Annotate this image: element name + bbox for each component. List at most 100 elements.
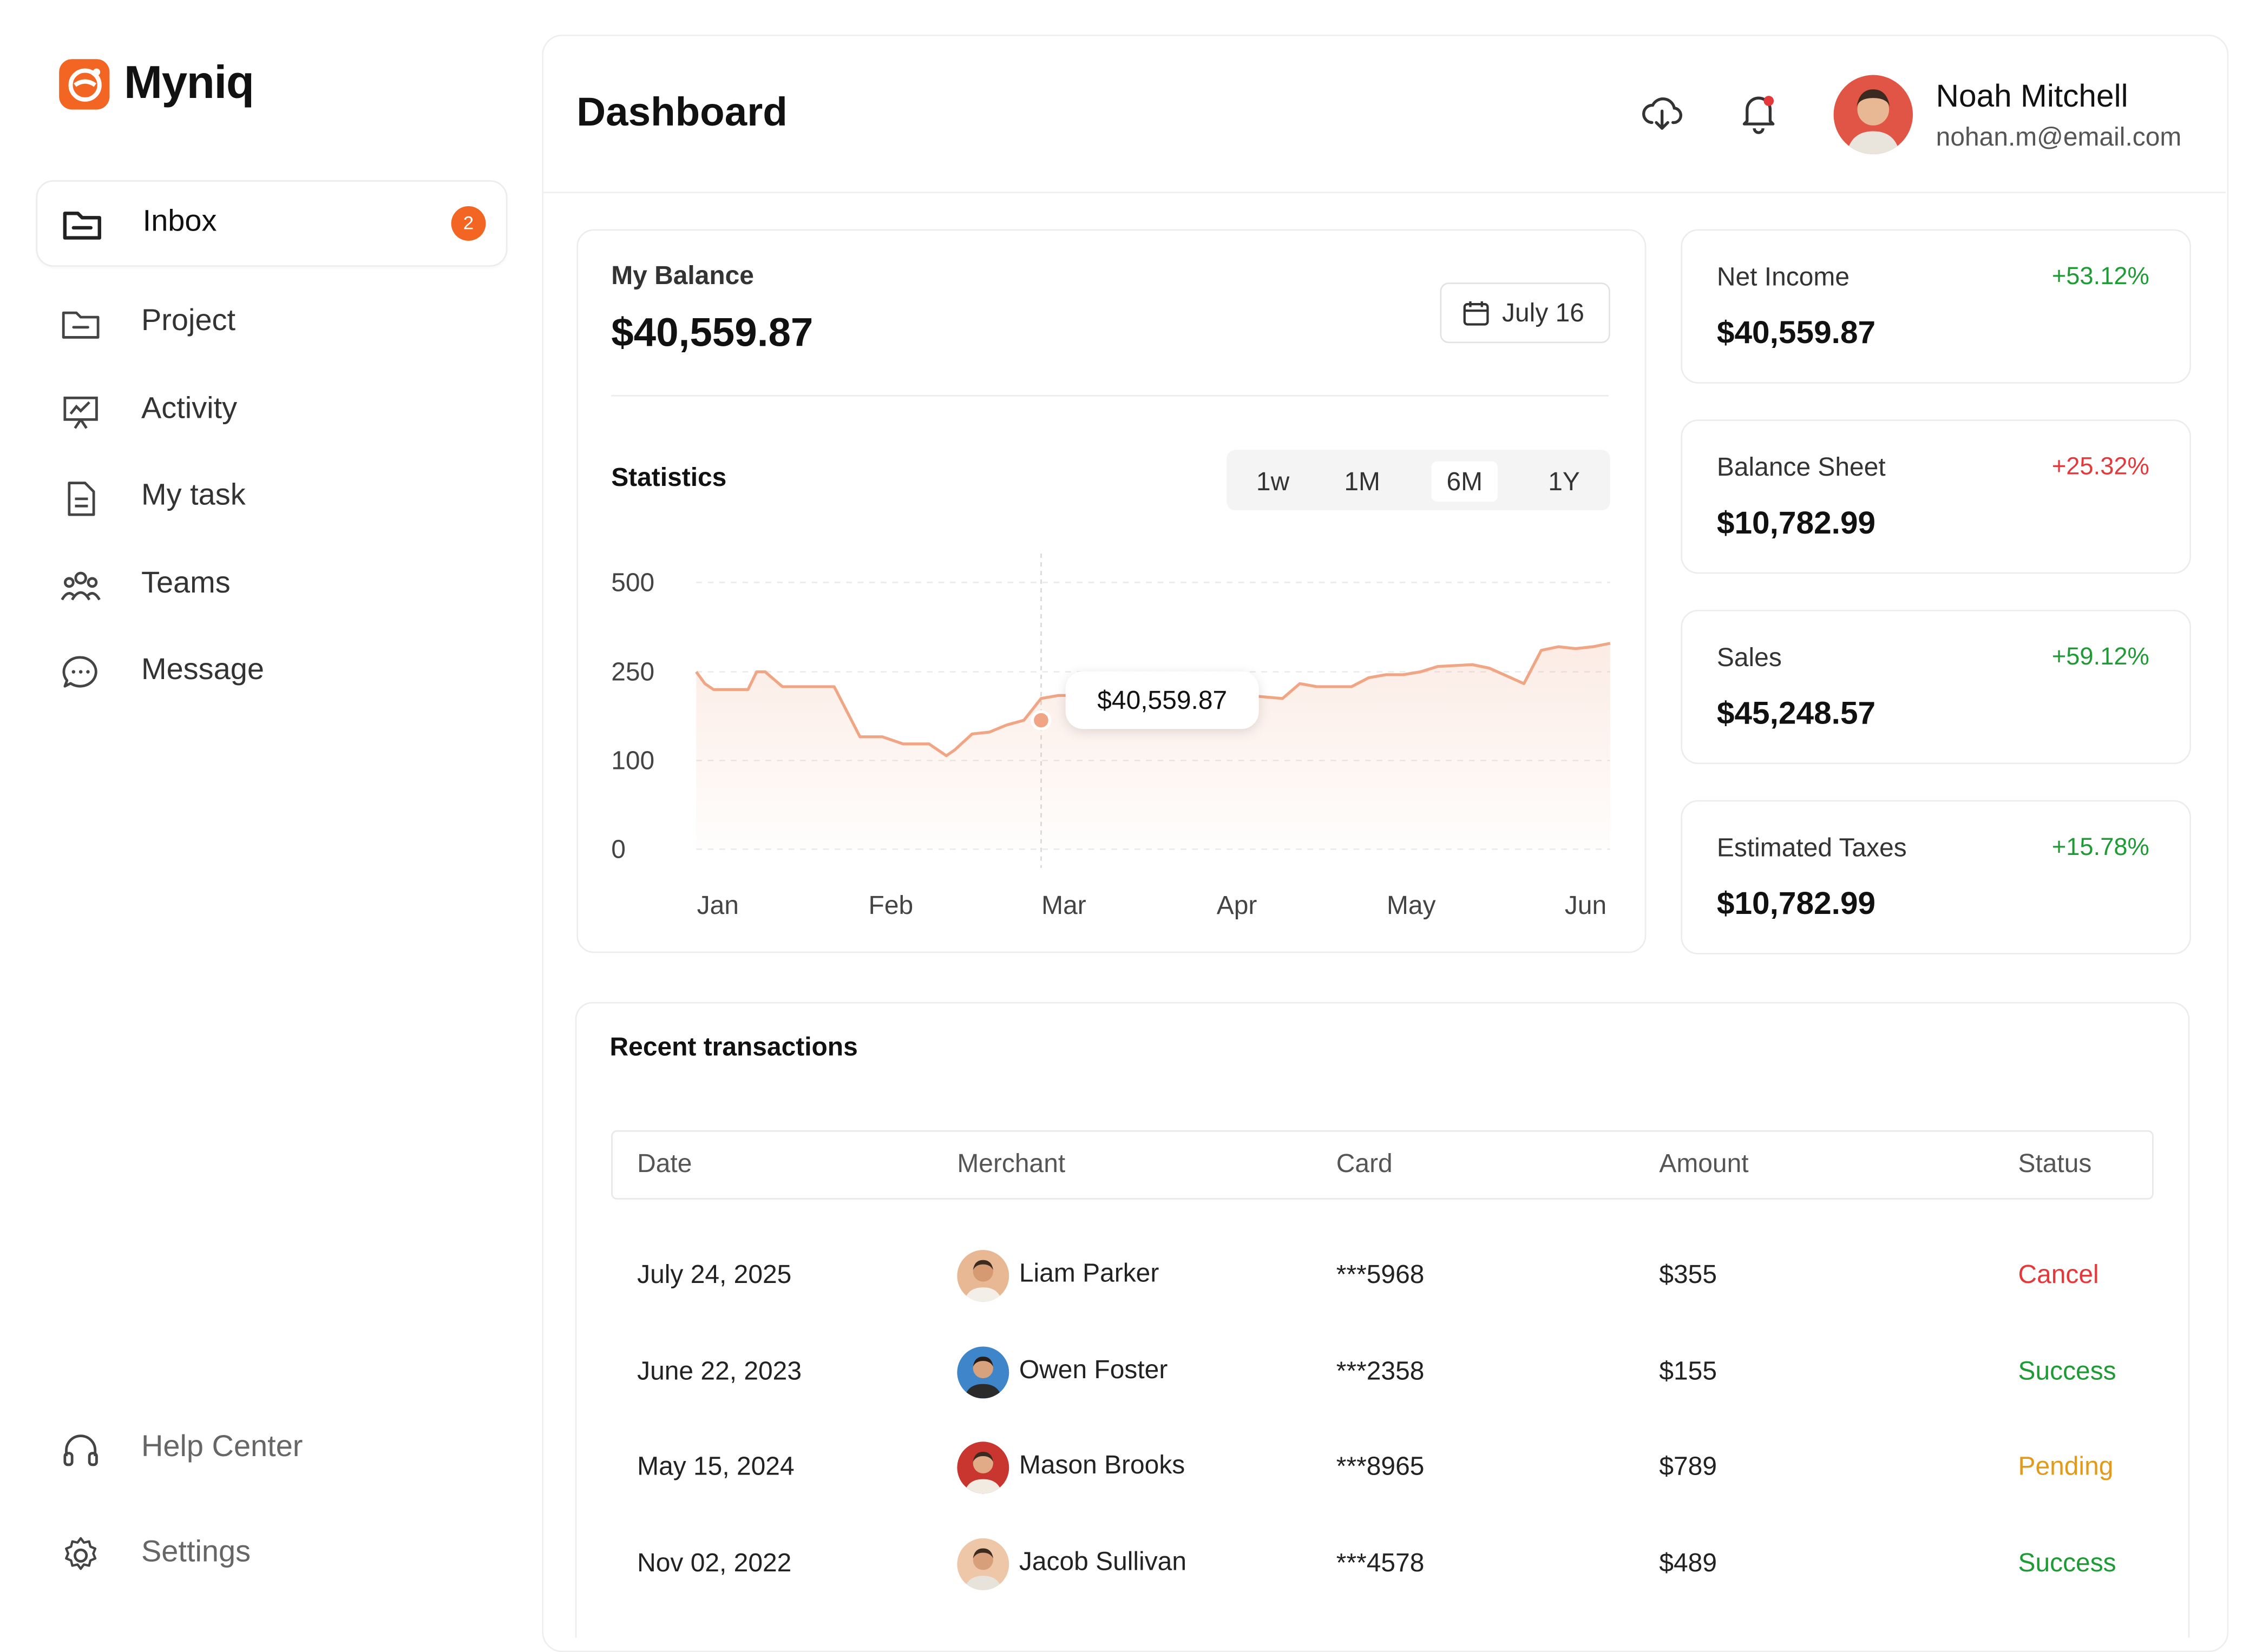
cell-date: June 22, 2023 — [637, 1357, 802, 1386]
card-divider — [611, 395, 1609, 397]
kpi-value: $45,248.57 — [1716, 695, 1876, 731]
cell-merchant: Mason Brooks — [1019, 1450, 1185, 1479]
cell-status: Pending — [2018, 1451, 2114, 1481]
range-option-1w[interactable]: 1w — [1256, 467, 1290, 496]
cell-amount: $789 — [1659, 1451, 1717, 1481]
kpi-label: Sales — [1716, 643, 1782, 672]
transactions-table-header: Date Merchant Card Amount Status — [611, 1130, 2154, 1200]
table-row[interactable]: May 15, 2024 Mason Brooks ***8965 $789 P… — [611, 1434, 2150, 1506]
sidebar-item-message[interactable]: Message — [36, 630, 505, 714]
column-header-merchant[interactable]: Merchant — [957, 1149, 1066, 1178]
range-option-1m[interactable]: 1M — [1344, 467, 1381, 496]
sidebar-item-project[interactable]: Project — [36, 281, 505, 365]
sidebar-item-activity[interactable]: Activity — [36, 369, 505, 453]
header-divider — [543, 192, 2226, 194]
sidebar-item-inbox[interactable]: Inbox 2 — [36, 180, 508, 267]
table-row[interactable]: July 24, 2025 Liam Parker ***5968 $355 C… — [611, 1243, 2150, 1315]
statistics-chart[interactable]: 500 250 100 0 Jan Feb Mar Apr May Jun $40,559.87 — [576, 534, 1643, 937]
transactions-title: Recent transactions — [609, 1032, 858, 1061]
folder-icon — [63, 212, 101, 240]
chart-tooltip-label: $40,559.87 — [1097, 686, 1227, 715]
kpi-change: +53.12% — [2051, 262, 2149, 290]
y-tick-label: 250 — [611, 658, 654, 687]
sidebar-item-help-center[interactable]: Help Center — [36, 1407, 505, 1491]
kpi-card-estimated-taxes: Estimated Taxes +15.78% $10,782.99 — [1681, 800, 2192, 955]
presentation-chart-icon — [63, 396, 98, 429]
calendar-icon — [1463, 301, 1489, 326]
x-tick-label: Mar — [1041, 891, 1086, 920]
x-tick-label: Apr — [1217, 891, 1257, 920]
x-tick-label: Feb — [869, 891, 914, 920]
column-header-status[interactable]: Status — [2018, 1149, 2092, 1178]
column-header-card[interactable]: Card — [1336, 1149, 1393, 1178]
cell-status: Cancel — [2018, 1260, 2099, 1289]
cell-date: July 24, 2025 — [637, 1260, 792, 1289]
x-tick-label: Jun — [1565, 891, 1606, 920]
kpi-card-balance-sheet: Balance Sheet +25.32% $10,782.99 — [1681, 419, 2192, 574]
cell-card: ***4578 — [1336, 1548, 1425, 1577]
table-row[interactable]: June 22, 2023 Owen Foster ***2358 $155 S… — [611, 1339, 2150, 1411]
document-icon — [68, 482, 95, 516]
user-name: Noah Mitchell — [1936, 77, 2128, 114]
cell-merchant: Owen Foster — [1019, 1355, 1168, 1384]
chart-area-fill — [696, 643, 1610, 850]
statistics-label: Statistics — [611, 463, 727, 492]
cell-date: May 15, 2024 — [637, 1451, 795, 1481]
cell-amount: $489 — [1659, 1548, 1717, 1577]
sidebar-item-label: Project — [141, 304, 236, 338]
table-row[interactable]: Nov 02, 2022 Jacob Sullivan ***4578 $489… — [611, 1531, 2150, 1603]
column-header-amount[interactable]: Amount — [1659, 1149, 1749, 1178]
kpi-change: +15.78% — [2051, 833, 2149, 861]
range-option-1y[interactable]: 1Y — [1548, 467, 1580, 496]
cell-date: Nov 02, 2022 — [637, 1548, 792, 1577]
cell-merchant: Liam Parker — [1019, 1258, 1159, 1288]
cloud-download-icon[interactable] — [1639, 91, 1685, 137]
folder-minus-icon — [62, 311, 100, 339]
kpi-label: Estimated Taxes — [1716, 833, 1907, 863]
user-avatar[interactable] — [1833, 75, 1913, 155]
cell-status: Success — [2018, 1548, 2116, 1577]
merchant-avatar — [957, 1346, 1009, 1399]
page-title: Dashboard — [576, 89, 788, 134]
sidebar-item-label: Activity — [141, 392, 238, 425]
balance-value: $40,559.87 — [611, 310, 814, 355]
sidebar-item-label: Message — [141, 653, 264, 687]
sidebar-item-label: My task — [141, 478, 246, 512]
kpi-card-sales: Sales +59.12% $45,248.57 — [1681, 609, 2192, 765]
column-header-date[interactable]: Date — [637, 1149, 692, 1178]
y-tick-label: 0 — [611, 835, 626, 864]
bell-icon[interactable] — [1735, 89, 1781, 135]
kpi-label: Net Income — [1716, 262, 1850, 292]
range-selector: 1w 1M 6M 1Y — [1227, 450, 1610, 511]
kpi-change: +59.12% — [2051, 643, 2149, 670]
range-option-6m[interactable]: 6M — [1431, 461, 1498, 502]
cell-amount: $155 — [1659, 1357, 1717, 1386]
sidebar-item-settings[interactable]: Settings — [36, 1512, 505, 1596]
cell-card: ***8965 — [1336, 1451, 1425, 1481]
chart-highlight-point[interactable] — [1031, 710, 1052, 730]
user-email: nohan.m@email.com — [1936, 122, 2182, 152]
date-picker-button[interactable]: July 16 — [1440, 282, 1610, 344]
users-icon — [61, 571, 101, 601]
date-picker-label: July 16 — [1502, 298, 1584, 327]
sidebar-item-label: Help Center — [141, 1430, 303, 1464]
transactions-card — [575, 1002, 2190, 1638]
kpi-card-net-income: Net Income +53.12% $40,559.87 — [1681, 229, 2192, 384]
kpi-label: Balance Sheet — [1716, 452, 1886, 482]
sidebar-item-label: Teams — [141, 567, 231, 600]
brand-name[interactable]: Myniq — [124, 56, 254, 108]
chart-tooltip: $40,559.87 — [1065, 671, 1259, 729]
x-tick-label: May — [1387, 891, 1436, 920]
kpi-value: $10,782.99 — [1716, 504, 1876, 541]
kpi-change: +25.32% — [2051, 452, 2149, 481]
balance-label: My Balance — [611, 261, 754, 290]
sidebar-item-teams[interactable]: Teams — [36, 543, 505, 627]
headphones-icon — [63, 1434, 98, 1466]
merchant-avatar — [957, 1249, 1009, 1302]
cell-card: ***5968 — [1336, 1260, 1425, 1289]
sidebar-item-label: Settings — [141, 1535, 251, 1569]
brand-logo-icon[interactable] — [59, 59, 110, 110]
sidebar-item-label: Inbox — [142, 205, 217, 238]
sidebar-item-my-task[interactable]: My task — [36, 456, 505, 539]
y-tick-label: 100 — [611, 746, 654, 775]
